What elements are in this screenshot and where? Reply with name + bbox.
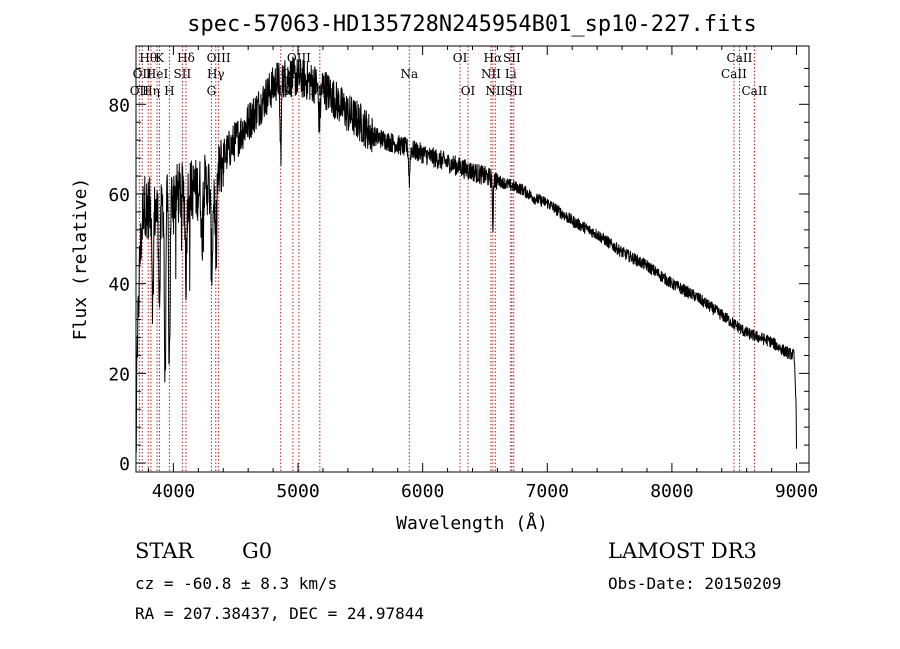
line-label-OII: OII: [130, 84, 150, 98]
line-label-NII: NII: [481, 67, 501, 81]
line-marker-label-group: OIIOIIHθHηHeIKHSIIHδGHγOIIIHβOIIIOIIIMgN…: [130, 51, 768, 98]
x-tick-label-6000: 6000: [401, 481, 444, 502]
line-label-OII: OII: [133, 67, 153, 81]
observation-date: Obs-Date: 20150209: [608, 574, 782, 593]
line-label-G: G: [207, 84, 217, 98]
y-axis-ticks: 0 20 40 60 80: [108, 67, 809, 475]
spectrum-line: [135, 56, 797, 454]
line-label-OI: OI: [461, 84, 476, 98]
line-label-SII: SII: [505, 84, 523, 98]
line-label-Hη: Hη: [142, 84, 160, 98]
line-label-NII: NII: [485, 84, 505, 98]
survey-name: LAMOST DR3: [608, 539, 757, 563]
x-tick-label-7000: 7000: [526, 481, 569, 502]
plot-frame: [135, 45, 810, 473]
line-label-CaII: CaII: [727, 51, 753, 65]
y-tick-label-60: 60: [108, 185, 130, 206]
x-axis-ticks: 4000 5000 6000 7000 8000 9000: [147, 46, 818, 502]
redshift-value: cz = -60.8 ± 8.3 km/s: [135, 574, 338, 593]
line-label-HeI: HeI: [146, 67, 169, 81]
line-label-Li: Li: [505, 67, 517, 81]
x-tick-label-5000: 5000: [276, 481, 319, 502]
line-label-Hδ: Hδ: [177, 51, 195, 65]
line-label-CaII: CaII: [741, 84, 767, 98]
x-tick-label-8000: 8000: [650, 481, 693, 502]
line-label-Hθ: Hθ: [139, 51, 157, 65]
line-label-SII: SII: [174, 67, 192, 81]
line-label-OI: OI: [453, 51, 468, 65]
y-tick-label-0: 0: [119, 454, 130, 475]
line-label-Na: Na: [400, 67, 418, 81]
x-tick-label-9000: 9000: [775, 481, 818, 502]
coordinates: RA = 207.38437, DEC = 24.97844: [135, 604, 424, 623]
line-label-Hγ: Hγ: [207, 67, 225, 81]
line-label-H: H: [164, 84, 174, 98]
y-axis-label: Flux (relative): [70, 178, 91, 341]
spectral-subclass: G0: [242, 539, 273, 563]
y-tick-label-20: 20: [108, 364, 130, 385]
line-label-K: K: [155, 51, 165, 65]
x-tick-label-4000: 4000: [152, 481, 195, 502]
line-label-OIII: OIII: [207, 51, 231, 65]
line-label-Hα: Hα: [484, 51, 503, 65]
chart-title: spec-57063-HD135728N245954B01_sp10-227.f…: [187, 12, 757, 37]
y-tick-label-80: 80: [108, 95, 130, 116]
x-axis-label: Wavelength (Å): [396, 512, 548, 534]
object-type: STAR: [135, 539, 194, 563]
line-label-SII: SII: [503, 51, 521, 65]
y-tick-label-40: 40: [108, 275, 130, 296]
line-label-CaII: CaII: [721, 67, 747, 81]
line-marker-group: [138, 46, 755, 472]
